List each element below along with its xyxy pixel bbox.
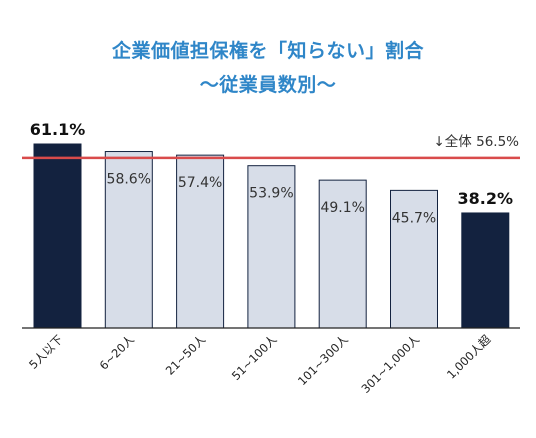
bar-2: [104, 151, 153, 329]
bar-7: [461, 212, 510, 329]
x-tick-label-6: 301~1,000人: [358, 332, 422, 396]
chart-subtitle: ～従業員数別～: [199, 74, 337, 96]
bar-6: [390, 189, 438, 329]
bar-4: [247, 165, 296, 329]
x-tick-label-5: 101~300人: [295, 332, 351, 388]
x-tick-label-2: 6~20人: [97, 332, 138, 373]
data-label-5: 49.1%: [320, 200, 364, 216]
data-label-6: 45.7%: [392, 210, 436, 226]
bar-3: [176, 154, 225, 329]
bar-5: [318, 179, 367, 329]
data-label-3: 57.4%: [178, 175, 222, 191]
data-label-2: 58.6%: [107, 172, 151, 188]
x-tick-label-3: 21~50人: [163, 332, 209, 378]
x-tick-label-1: 5人以下: [26, 332, 65, 371]
data-label-4: 53.9%: [249, 186, 293, 202]
bar-1: [33, 143, 82, 329]
reference-line-label: ↓全体 56.5%: [434, 133, 520, 150]
chart-title: 企業価値担保権を「知らない」割合: [111, 40, 424, 62]
data-label-1: 61.1%: [30, 120, 86, 139]
data-label-7: 38.2%: [458, 189, 514, 208]
x-tick-label-7: 1,000人超: [444, 332, 494, 382]
x-tick-label-4: 51~100人: [229, 332, 280, 383]
